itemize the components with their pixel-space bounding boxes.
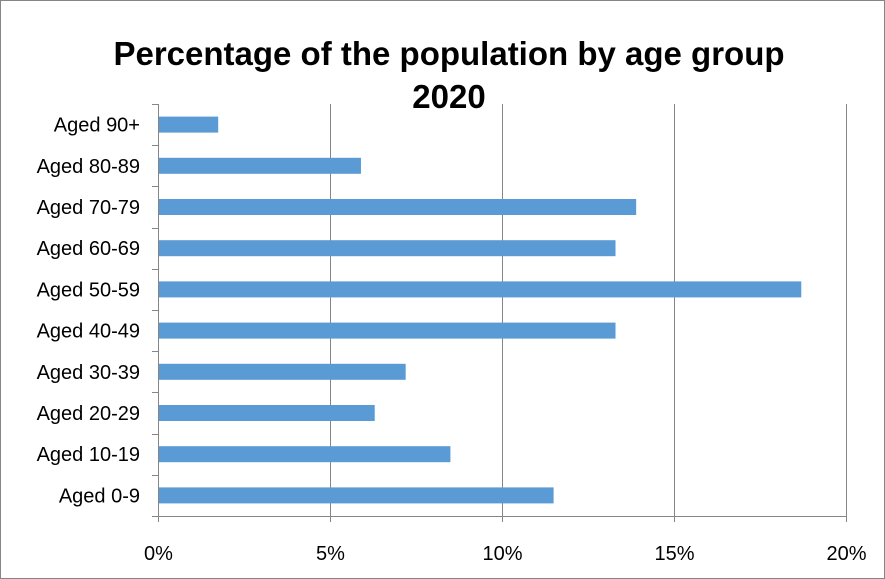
bar: [159, 240, 616, 257]
bar: [159, 116, 219, 133]
bar: [159, 322, 616, 339]
category-label: Aged 20-29: [37, 403, 140, 425]
chart-title-line2: 2020: [412, 78, 485, 115]
x-tick-label: 5%: [316, 543, 345, 565]
x-tick-label: 10%: [482, 543, 522, 565]
bar: [159, 199, 637, 215]
axes: [152, 104, 847, 522]
category-label: Aged 60-69: [37, 238, 140, 260]
x-tick-label: 0%: [144, 543, 173, 565]
bar: [159, 157, 361, 174]
bar: [159, 487, 554, 504]
chart-title-line1: Percentage of the population by age grou…: [113, 35, 784, 72]
category-label: Aged 10-19: [37, 444, 140, 466]
category-labels: Aged 0-9 Aged 10-19 Aged 20-29 Aged 30-39 Ag…: [37, 115, 140, 508]
category-label: Aged 70-79: [37, 197, 140, 219]
x-tick-label: 20%: [826, 543, 866, 565]
category-label: Aged 50-59: [37, 279, 140, 301]
bar: [159, 281, 802, 298]
category-label: Aged 40-49: [37, 321, 140, 343]
x-tick-label: 15%: [654, 543, 694, 565]
bar: [159, 363, 406, 380]
category-label: Aged 80-89: [37, 156, 140, 178]
category-label: Aged 30-39: [37, 362, 140, 384]
category-label: Aged 0-9: [59, 485, 140, 507]
x-tick-labels: 0% 5% 10% 15% 20%: [144, 543, 867, 565]
bar: [159, 405, 375, 421]
bar: [159, 446, 451, 463]
category-label: Aged 90+: [54, 115, 140, 137]
bars: [159, 116, 802, 504]
